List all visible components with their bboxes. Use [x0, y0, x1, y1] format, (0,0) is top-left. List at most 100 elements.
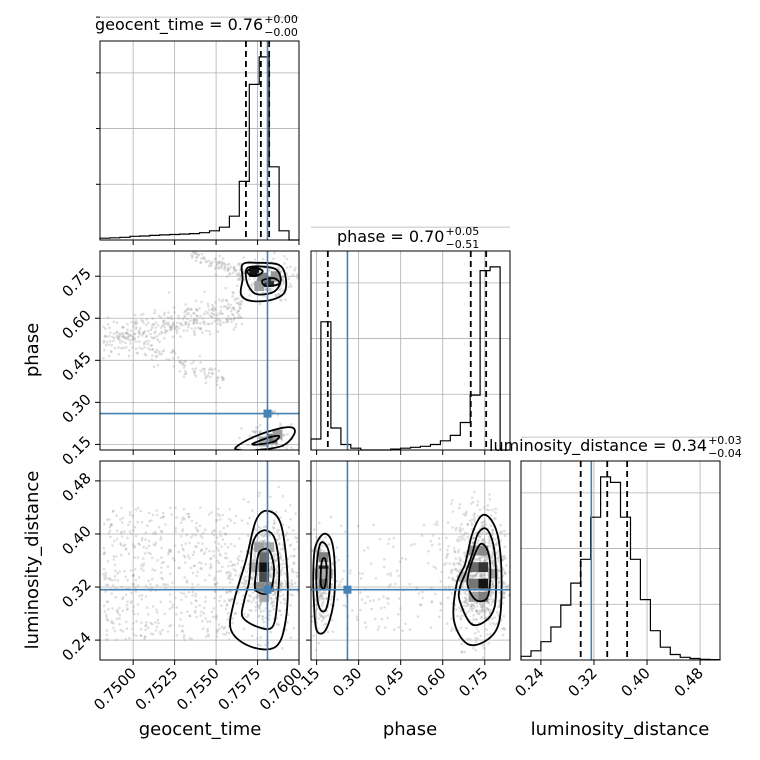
panel-luminosity_distance_vs_geocent_time-sample	[156, 513, 159, 517]
panel-luminosity_distance_vs_phase-sample	[483, 617, 487, 620]
panel-luminosity_distance_vs_phase-sample	[319, 548, 323, 551]
panel-phase_vs_geocent_time-contour-0	[239, 261, 288, 303]
panel-luminosity_distance_vs_phase-sample	[489, 603, 493, 607]
panel-luminosity_distance_vs_geocent_time-sample	[258, 605, 262, 609]
panel-luminosity_distance_vs_phase-sample	[464, 514, 467, 517]
panel-luminosity_distance_vs_geocent_time-sample	[103, 575, 106, 579]
panel-luminosity_distance_vs_geocent_time-sample	[217, 542, 220, 545]
panel-luminosity_distance_vs_geocent_time-sample	[201, 627, 205, 630]
panel-phase_vs_geocent_time-sample	[166, 329, 169, 333]
panel-luminosity_distance_vs_geocent_time-sample	[259, 603, 262, 607]
panel-phase_vs_geocent_time-sample	[193, 318, 196, 322]
panel-phase_vs_geocent_time-sample	[204, 381, 208, 385]
panel-luminosity_distance_vs_phase-sample	[427, 549, 430, 553]
panel-luminosity_distance_vs_phase-sample	[351, 609, 354, 612]
panel-luminosity_distance_vs_geocent_time-sample	[102, 604, 106, 608]
panel-luminosity_distance_vs_geocent_time-sample	[206, 620, 209, 623]
panel-luminosity_distance_vs_phase-sample	[482, 524, 486, 527]
panel-luminosity_distance_vs_geocent_time-sample	[167, 553, 170, 556]
panel-luminosity_distance_vs_geocent_time-sample	[274, 592, 277, 595]
panel-phase_vs_geocent_time-sample	[107, 343, 110, 346]
panel-luminosity_distance_vs_geocent_time-sample	[171, 603, 175, 607]
panel-luminosity_distance_vs_geocent_time-sample	[136, 584, 140, 587]
panel-phase_vs_geocent_time-sample	[241, 299, 244, 303]
panel-phase_vs_geocent_time-sample	[183, 369, 187, 373]
panel-luminosity_distance_vs_phase-sample	[466, 603, 470, 607]
panel-phase_vs_geocent_time-sample	[239, 300, 242, 304]
panel-phase_vs_geocent_time-sample	[121, 335, 124, 339]
panel-phase_vs_geocent_time-sample	[152, 365, 156, 369]
panel-luminosity_distance_vs_geocent_time-sample	[262, 609, 266, 613]
panel-luminosity_distance_vs_phase-sample	[481, 538, 484, 541]
panel-phase_vs_geocent_time-sample	[219, 319, 222, 323]
panel-luminosity_distance_vs_geocent_time-sample	[118, 623, 121, 626]
panel-luminosity_distance_vs_geocent_time-contour-1	[240, 529, 281, 631]
panel-luminosity_distance_vs_geocent_time-sample	[196, 583, 200, 586]
panel-phase_vs_geocent_time-sample	[279, 422, 282, 426]
panel-phase_vs_geocent_time-sample	[280, 290, 283, 293]
panel-luminosity_distance_vs_geocent_time-sample	[175, 516, 178, 519]
panel-luminosity_distance_vs_geocent_time-sample	[174, 596, 177, 600]
panel-phase_vs_geocent_time-sample	[187, 306, 190, 310]
panel-luminosity_distance_vs_phase-sample	[377, 597, 381, 601]
panel-luminosity_distance_vs_geocent_time-sample	[171, 581, 174, 584]
panel-luminosity_distance_vs_phase-sample	[385, 597, 389, 600]
panel-luminosity_distance_vs_geocent_time-sample	[253, 556, 257, 559]
panel-luminosity_distance_vs_geocent_time-sample	[159, 632, 162, 636]
panel-phase_vs_geocent_time-sample	[184, 320, 187, 324]
panel-phase_vs_geocent_time-density-cell-7	[259, 436, 270, 447]
panel-phase_vs_geocent_time-sample	[214, 267, 217, 271]
panel-phase_vs_geocent_time-sample	[197, 326, 200, 329]
panel-luminosity_distance_vs_geocent_time-sample	[194, 534, 198, 537]
panel-phase_vs_geocent_time-sample	[238, 436, 241, 440]
panel-luminosity_distance_vs_geocent_time-sample	[275, 581, 279, 585]
panel-luminosity_distance_vs_geocent_time-sample	[290, 583, 294, 586]
panel-phase_vs_geocent_time-sample	[131, 346, 134, 349]
panel-phase_vs_geocent_time-sample	[226, 318, 230, 322]
panel-luminosity_distance_vs_geocent_time-sample	[259, 636, 262, 639]
panel-phase_vs_geocent_time-contour-2	[246, 266, 264, 277]
panel-luminosity_distance_vs_geocent_time-sample	[254, 605, 257, 609]
panel-luminosity_distance_vs_geocent_time-sample	[181, 518, 184, 521]
panel-luminosity_distance_vs_geocent_time-sample	[104, 574, 107, 577]
panel-luminosity_distance_vs_phase-sample	[329, 598, 333, 601]
panel-luminosity_distance_vs_phase-sample	[475, 601, 479, 605]
panel-luminosity_distance_vs_geocent_time-density-cell-3	[254, 582, 265, 592]
panel-luminosity_distance_vs_geocent_time-sample	[135, 620, 138, 623]
panel-phase_vs_geocent_time-sample	[295, 273, 299, 277]
panel-phase_vs_geocent_time-sample	[107, 354, 111, 358]
panel-luminosity_distance_vs_geocent_time-sample	[270, 568, 274, 572]
panel-phase_vs_geocent_time-sample	[134, 322, 138, 326]
panel-luminosity_distance_vs_phase-sample	[356, 524, 360, 528]
panel-luminosity_distance_vs_phase-sample	[473, 512, 477, 515]
panel-phase_vs_geocent_time-sample	[134, 322, 137, 326]
panel-luminosity_distance_vs_geocent_time-sample	[133, 525, 137, 529]
panel-phase_vs_geocent_time-sample	[122, 326, 125, 329]
panel-luminosity_distance_vs_phase-sample	[446, 552, 450, 556]
panel-phase_vs_geocent_time-sample	[238, 304, 241, 307]
panel-luminosity_distance_vs_geocent_time-sample	[228, 599, 231, 603]
panel-luminosity_distance_vs_phase-sample	[479, 556, 482, 560]
panel-luminosity_distance_vs_geocent_time-sample	[275, 575, 279, 578]
panel-luminosity_distance_vs_phase-sample	[485, 628, 488, 631]
panel-luminosity_distance_vs_geocent_time-sample	[277, 542, 281, 545]
panel-luminosity_distance_vs_geocent_time-sample	[106, 600, 110, 604]
panel-luminosity_distance_vs_geocent_time-sample	[256, 603, 259, 607]
panel-luminosity_distance_vs_phase-sample	[440, 602, 443, 606]
panel-luminosity_distance_vs_geocent_time-sample	[145, 606, 149, 609]
panel-luminosity_distance_vs_geocent_time-sample	[160, 529, 163, 533]
panel-luminosity_distance_vs_geocent_time-sample	[289, 543, 293, 547]
panel-luminosity_distance_vs_geocent_time-sample	[280, 582, 283, 585]
panel-luminosity_distance_vs_geocent_time-sample	[210, 511, 213, 514]
panel-luminosity_distance_vs_geocent_time-sample	[249, 582, 252, 586]
panel-phase_vs_geocent_time-sample	[141, 312, 145, 316]
panel-luminosity_distance_vs_geocent_time-sample	[127, 552, 131, 555]
panel-luminosity_distance_vs_phase-sample	[438, 543, 441, 546]
panel-luminosity_distance_vs_geocent_time-sample	[188, 637, 192, 640]
panel-luminosity_distance_vs_geocent_time-sample	[114, 555, 118, 558]
panel-luminosity_distance_vs_geocent_time-sample	[184, 561, 187, 564]
panel-phase_vs_geocent_time-sample	[231, 307, 234, 310]
panel-luminosity_distance_vs_phase-sample	[497, 580, 500, 583]
panel-luminosity_distance_vs_geocent_time-sample	[154, 530, 157, 534]
panel-luminosity_distance_vs_phase-sample	[440, 570, 444, 574]
